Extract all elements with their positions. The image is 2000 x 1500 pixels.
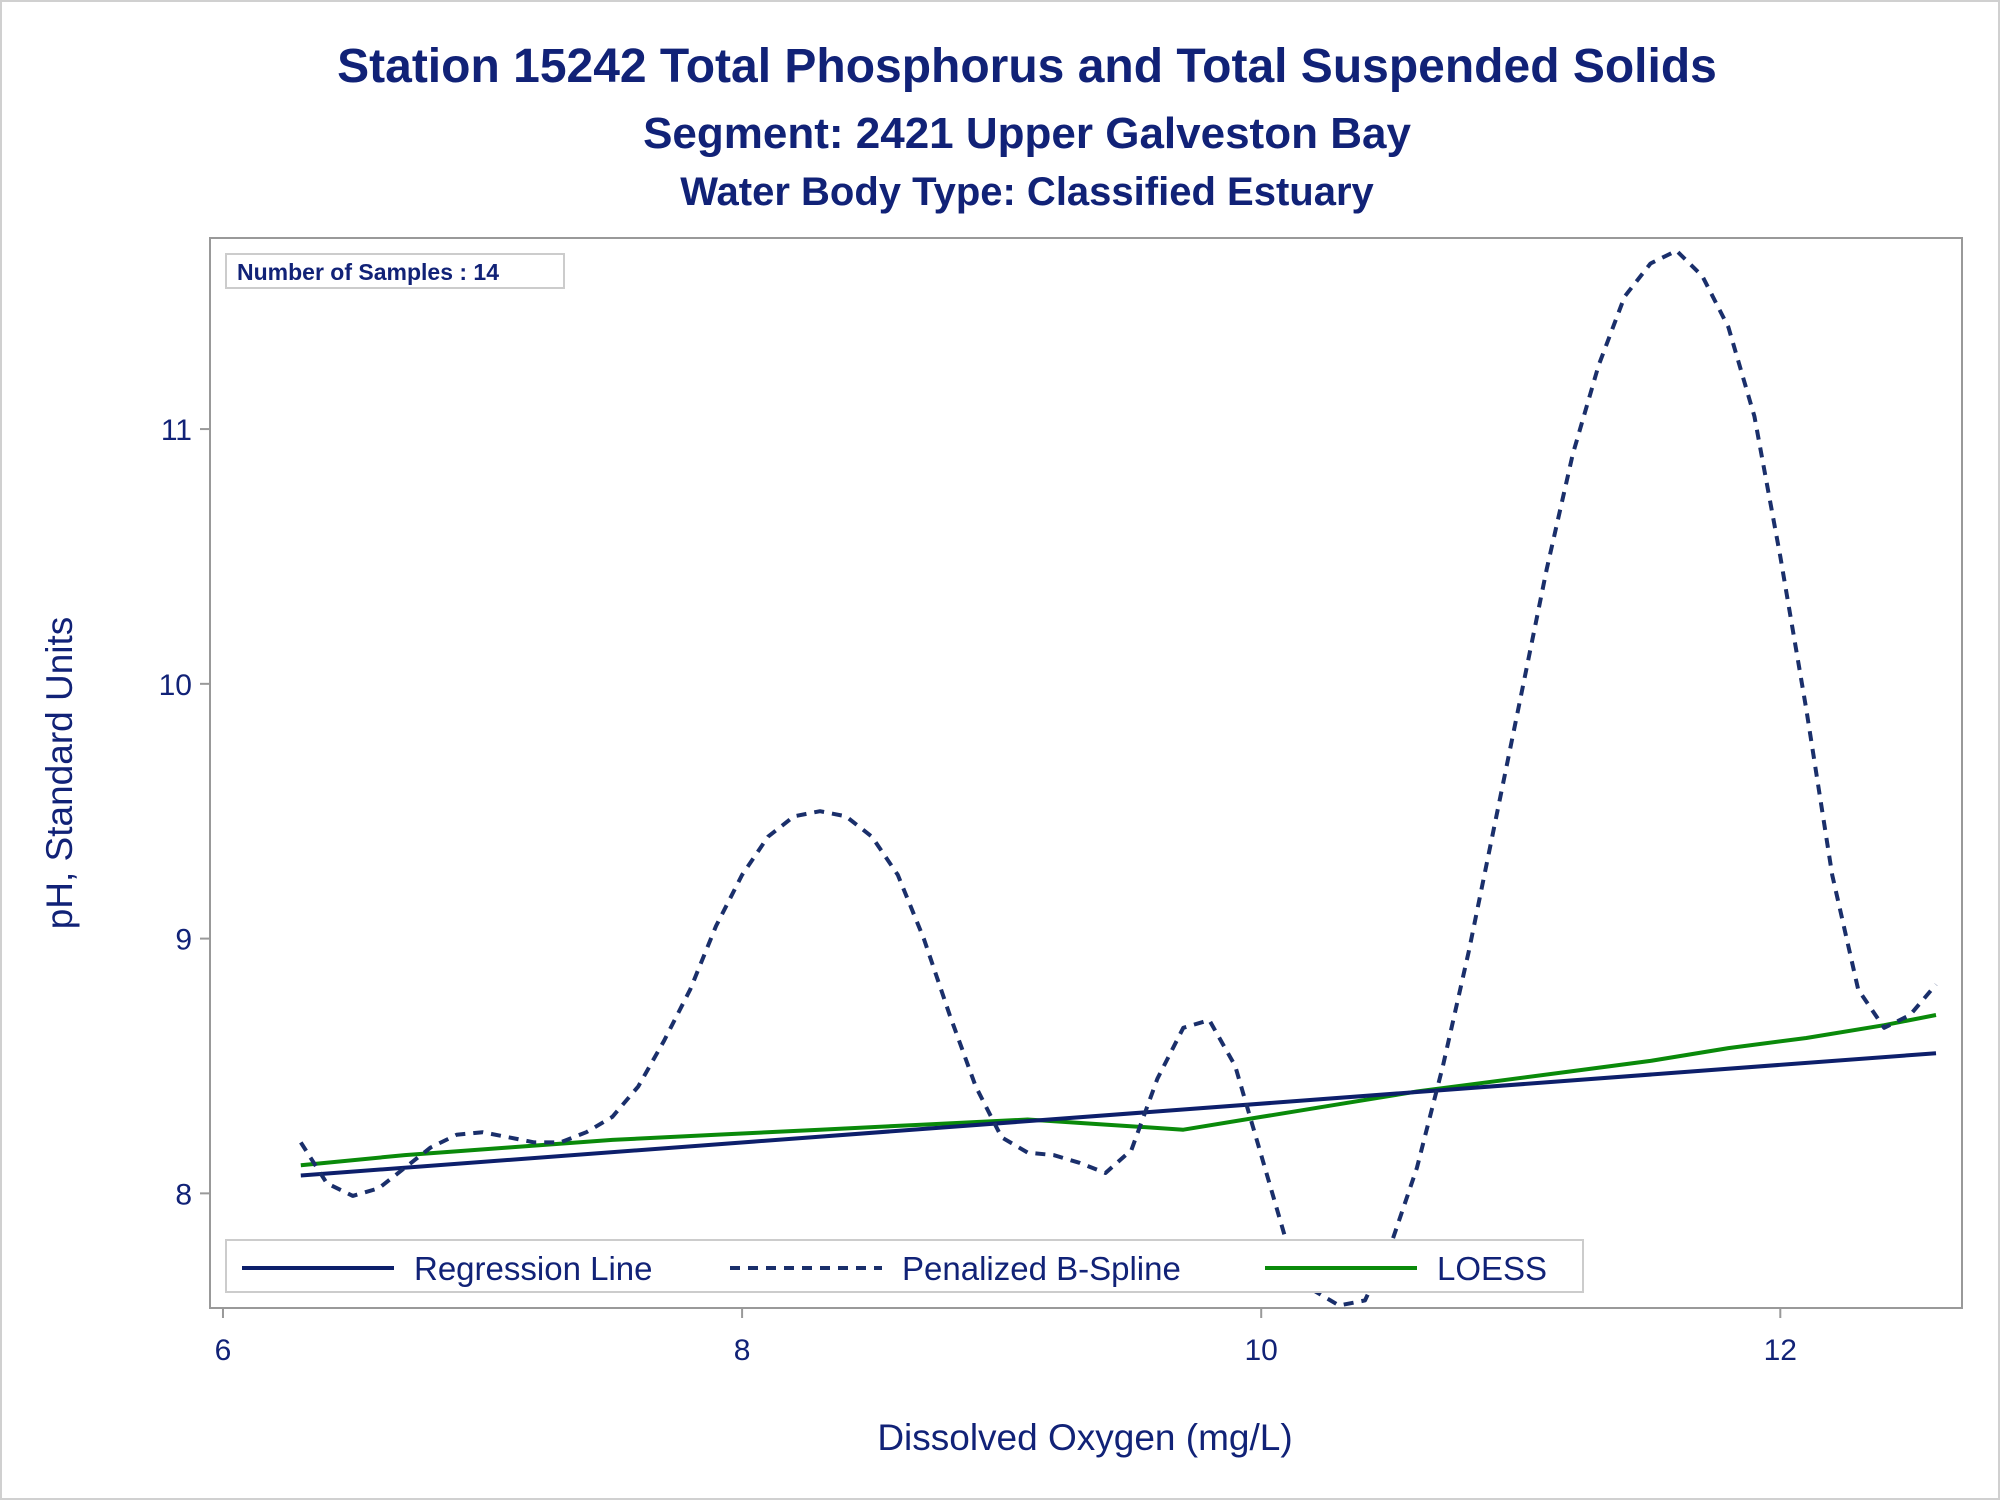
sample-count-box (225, 253, 565, 289)
chart-subtitle-2: Water Body Type: Classified Estuary (680, 170, 1374, 214)
x-tick-label: 6 (215, 1334, 232, 1367)
series-regression-line (300, 1051, 1937, 1178)
series-loess (300, 1013, 1937, 1168)
chart-title: Station 15242 Total Phosphorus and Total… (337, 40, 1717, 93)
legend-label: LOESS (1437, 1250, 1547, 1287)
y-tick-label: 8 (175, 1178, 192, 1211)
plot-area-border (209, 237, 1963, 1309)
x-axis: 6 8 10 12 (215, 1308, 1797, 1367)
y-axis: 8 9 10 11 (159, 414, 210, 1211)
y-axis-label: pH, Standard Units (39, 617, 80, 930)
y-tick-label: 11 (161, 414, 192, 447)
y-tick-label: 10 (159, 669, 192, 702)
series-layer (299, 248, 1938, 1308)
x-tick-label: 12 (1764, 1334, 1797, 1367)
x-tick-label: 10 (1245, 1334, 1278, 1367)
chart-subtitle: Segment: 2421 Upper Galveston Bay (643, 109, 1411, 158)
series-penalized-b-spline (299, 248, 1938, 1308)
x-tick-label: 8 (734, 1334, 751, 1367)
legend-label: Penalized B-Spline (902, 1250, 1181, 1287)
x-axis-label: Dissolved Oxygen (mg/L) (877, 1417, 1292, 1458)
legend-label: Regression Line (414, 1250, 652, 1287)
legend: Regression Line Penalized B-Spline LOESS (242, 1250, 1547, 1287)
sample-count-label: Number of Samples : 14 (237, 259, 499, 285)
y-tick-label: 9 (175, 924, 192, 957)
